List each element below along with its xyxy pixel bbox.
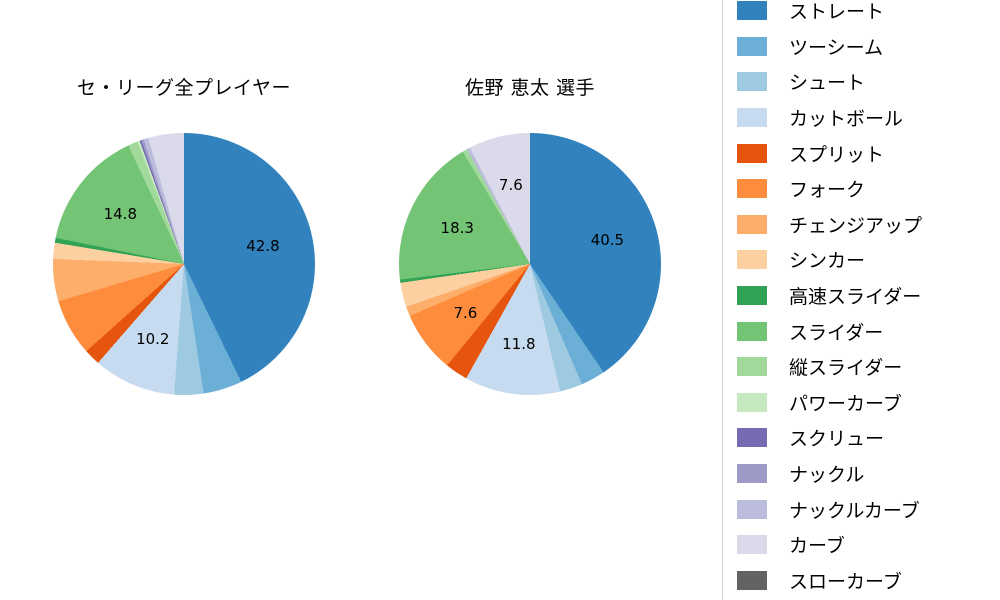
legend-label: パワーカーブ [789,392,902,415]
legend-swatch [737,321,767,341]
pie-percentage-label: 7.6 [453,303,478,322]
legend-label: ナックル [789,464,865,487]
legend-item: 高速スライダー [737,278,1000,314]
legend-item: ナックル [737,456,1000,492]
pie-percentage-label: 7.6 [498,176,523,195]
pie-percentage-label: 40.5 [590,231,625,250]
pie-percentage-label: 14.8 [103,204,137,223]
legend-label: ストレート [789,1,885,24]
legend-swatch [737,357,767,377]
legend-label: スプリット [789,143,885,166]
legend-swatch [737,499,767,519]
legend-label: カットボール [789,108,904,131]
legend-label: スローカーブ [789,570,902,593]
legend-swatch [737,286,767,306]
legend-item: パワーカーブ [737,385,1000,421]
legend-label: シンカー [789,250,866,273]
legend-item: 縦スライダー [737,349,1000,385]
pie-chart-all-players: 42.8 10.2 14.8 [53,133,315,395]
legend-swatch [737,179,767,199]
legend-swatch [737,108,767,128]
legend-swatch [737,1,767,21]
legend-swatch [737,214,767,234]
legend-swatch [737,428,767,448]
legend-label: チェンジアップ [789,214,923,237]
legend-label: カーブ [789,535,845,558]
legend-swatch [737,535,767,555]
pie-chart-player-sano: 40.5 11.8 7.6 18.3 7.6 [399,133,661,395]
legend-swatch [737,392,767,412]
legend-item: スローカーブ [737,563,1000,599]
legend-item: カーブ [737,527,1000,563]
legend-item: シュート [737,64,1000,100]
chart-title-left: セ・リーグ全プレイヤー [77,77,291,99]
pie-percentage-label: 11.8 [502,335,536,354]
legend-label: 高速スライダー [789,286,922,309]
legend-swatch [737,143,767,163]
pie-percentage-label: 10.2 [136,329,170,348]
legend-item: スクリュー [737,420,1000,456]
legend-item: カットボール [737,100,1000,136]
chart-title-right: 佐野 恵太 選手 [464,77,596,99]
legend-swatch [737,464,767,484]
legend-swatch [737,72,767,92]
legend-item: チェンジアップ [737,207,1000,243]
legend-item: シンカー [737,242,1000,278]
legend-label: ナックルカーブ [789,499,920,522]
legend-item: フォーク [737,171,1000,207]
legend-label: 縦スライダー [789,357,903,380]
legend-label: フォーク [789,179,866,202]
legend-items: ストレートツーシームシュートカットボール スプリットフォークチェンジアップ シンカー… [737,0,1000,598]
legend-item: ツーシーム [737,29,1000,65]
legend-label: スライダー [789,321,884,344]
legend-item: ナックルカーブ [737,491,1000,527]
pie-disc [399,133,661,395]
legend-item: スプリット [737,135,1000,171]
legend-label: シュート [789,72,866,95]
legend: ストレートツーシームシュートカットボール スプリットフォークチェンジアップ シンカー… [722,0,1000,600]
legend-swatch [737,36,767,56]
legend-item: スライダー [737,313,1000,349]
legend-swatch [737,250,767,270]
legend-item: ストレート [737,0,1000,29]
pie-percentage-label: 42.8 [246,236,280,255]
legend-swatch [737,570,767,590]
legend-label: スクリュー [789,428,885,451]
pie-percentage-label: 18.3 [440,219,474,238]
legend-label: ツーシーム [789,36,884,59]
pie-disc [53,133,315,395]
